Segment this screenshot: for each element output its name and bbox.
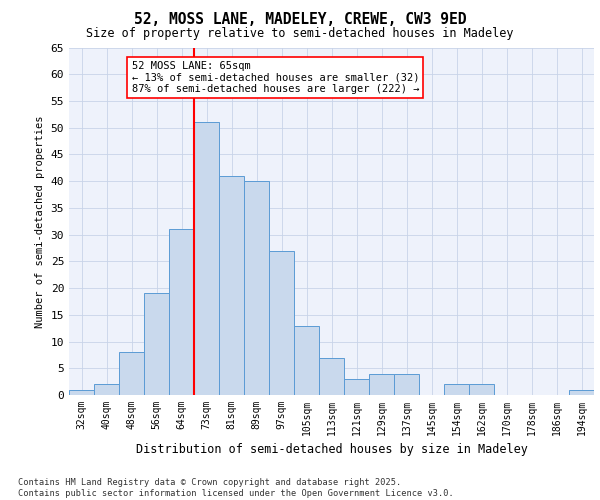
Text: Contains HM Land Registry data © Crown copyright and database right 2025.
Contai: Contains HM Land Registry data © Crown c… (18, 478, 454, 498)
Bar (369, 374, 394, 395)
Bar (294, 326, 319, 395)
Bar (219, 176, 244, 395)
Bar (169, 230, 194, 395)
Bar (344, 379, 369, 395)
Y-axis label: Number of semi-detached properties: Number of semi-detached properties (35, 115, 45, 328)
X-axis label: Distribution of semi-detached houses by size in Madeley: Distribution of semi-detached houses by … (136, 444, 527, 456)
Bar (444, 384, 469, 395)
Bar (469, 384, 494, 395)
Bar (244, 181, 269, 395)
Bar (119, 352, 144, 395)
Bar (194, 122, 219, 395)
Bar (94, 384, 119, 395)
Bar (319, 358, 344, 395)
Bar (69, 390, 94, 395)
Bar (269, 250, 294, 395)
Bar (394, 374, 419, 395)
Text: Size of property relative to semi-detached houses in Madeley: Size of property relative to semi-detach… (86, 28, 514, 40)
Bar (144, 294, 169, 395)
Text: 52 MOSS LANE: 65sqm
← 13% of semi-detached houses are smaller (32)
87% of semi-d: 52 MOSS LANE: 65sqm ← 13% of semi-detach… (131, 61, 419, 94)
Bar (569, 390, 594, 395)
Text: 52, MOSS LANE, MADELEY, CREWE, CW3 9ED: 52, MOSS LANE, MADELEY, CREWE, CW3 9ED (134, 12, 466, 28)
